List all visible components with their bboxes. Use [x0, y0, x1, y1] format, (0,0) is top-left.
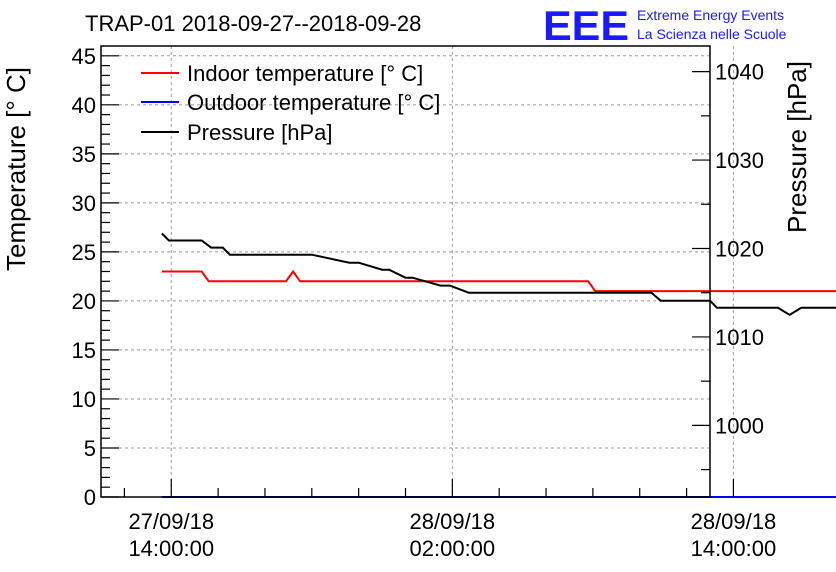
y-axis-right-title: Pressure [hPa] — [782, 61, 812, 233]
logo-line-2: La Scienza nelle Scuole — [637, 26, 787, 42]
x-tick-label-time: 14:00:00 — [691, 536, 777, 561]
y-right-tick-label: 1000 — [715, 413, 764, 438]
x-tick-label-date: 28/09/18 — [410, 509, 496, 534]
x-tick-label-time: 14:00:00 — [128, 536, 214, 561]
y-left-tick-label: 40 — [72, 93, 96, 118]
y-axis-left-title: Temperature [° C] — [1, 67, 31, 271]
legend-label-pressure: Pressure [hPa] — [187, 120, 333, 145]
pressure-line — [161, 232, 836, 316]
legend: Indoor temperature [° C] Outdoor tempera… — [141, 61, 440, 145]
chart-title: TRAP-01 2018-09-27--2018-09-28 — [85, 11, 421, 36]
y-right-tick-label: 1020 — [715, 237, 764, 262]
y-right-tick-label: 1010 — [715, 325, 764, 350]
y-left-tick-label: 15 — [72, 338, 96, 363]
eee-logo: EEE Extreme Energy Events La Scienza nel… — [543, 2, 787, 49]
x-tick-label-time: 02:00:00 — [410, 536, 496, 561]
y-left-tick-label: 30 — [72, 191, 96, 216]
y-left-tick-label: 25 — [72, 240, 96, 265]
legend-label-indoor: Indoor temperature [° C] — [187, 61, 423, 86]
logo-line-1: Extreme Energy Events — [637, 7, 784, 23]
x-tick-label-date: 28/09/18 — [691, 509, 777, 534]
logo-mark: EEE — [543, 2, 629, 49]
y-left-tick-label: 5 — [84, 436, 96, 461]
series-lines — [161, 232, 836, 498]
y-left-tick-label: 0 — [84, 485, 96, 510]
y-left-tick-label: 20 — [72, 289, 96, 314]
y-right-tick-label: 1030 — [715, 148, 764, 173]
indoor-temperature-line — [161, 269, 836, 293]
legend-label-outdoor: Outdoor temperature [° C] — [187, 90, 440, 115]
y-left-tick-label: 35 — [72, 142, 96, 167]
x-tick-label-date: 27/09/18 — [128, 509, 214, 534]
axes: 0 5 10 15 20 25 30 35 40 45 1000 1010 1020 1030 1040 27… — [72, 44, 777, 561]
y-right-tick-label: 1040 — [715, 60, 764, 85]
y-left-tick-label: 45 — [72, 44, 96, 69]
y-left-tick-label: 10 — [72, 387, 96, 412]
